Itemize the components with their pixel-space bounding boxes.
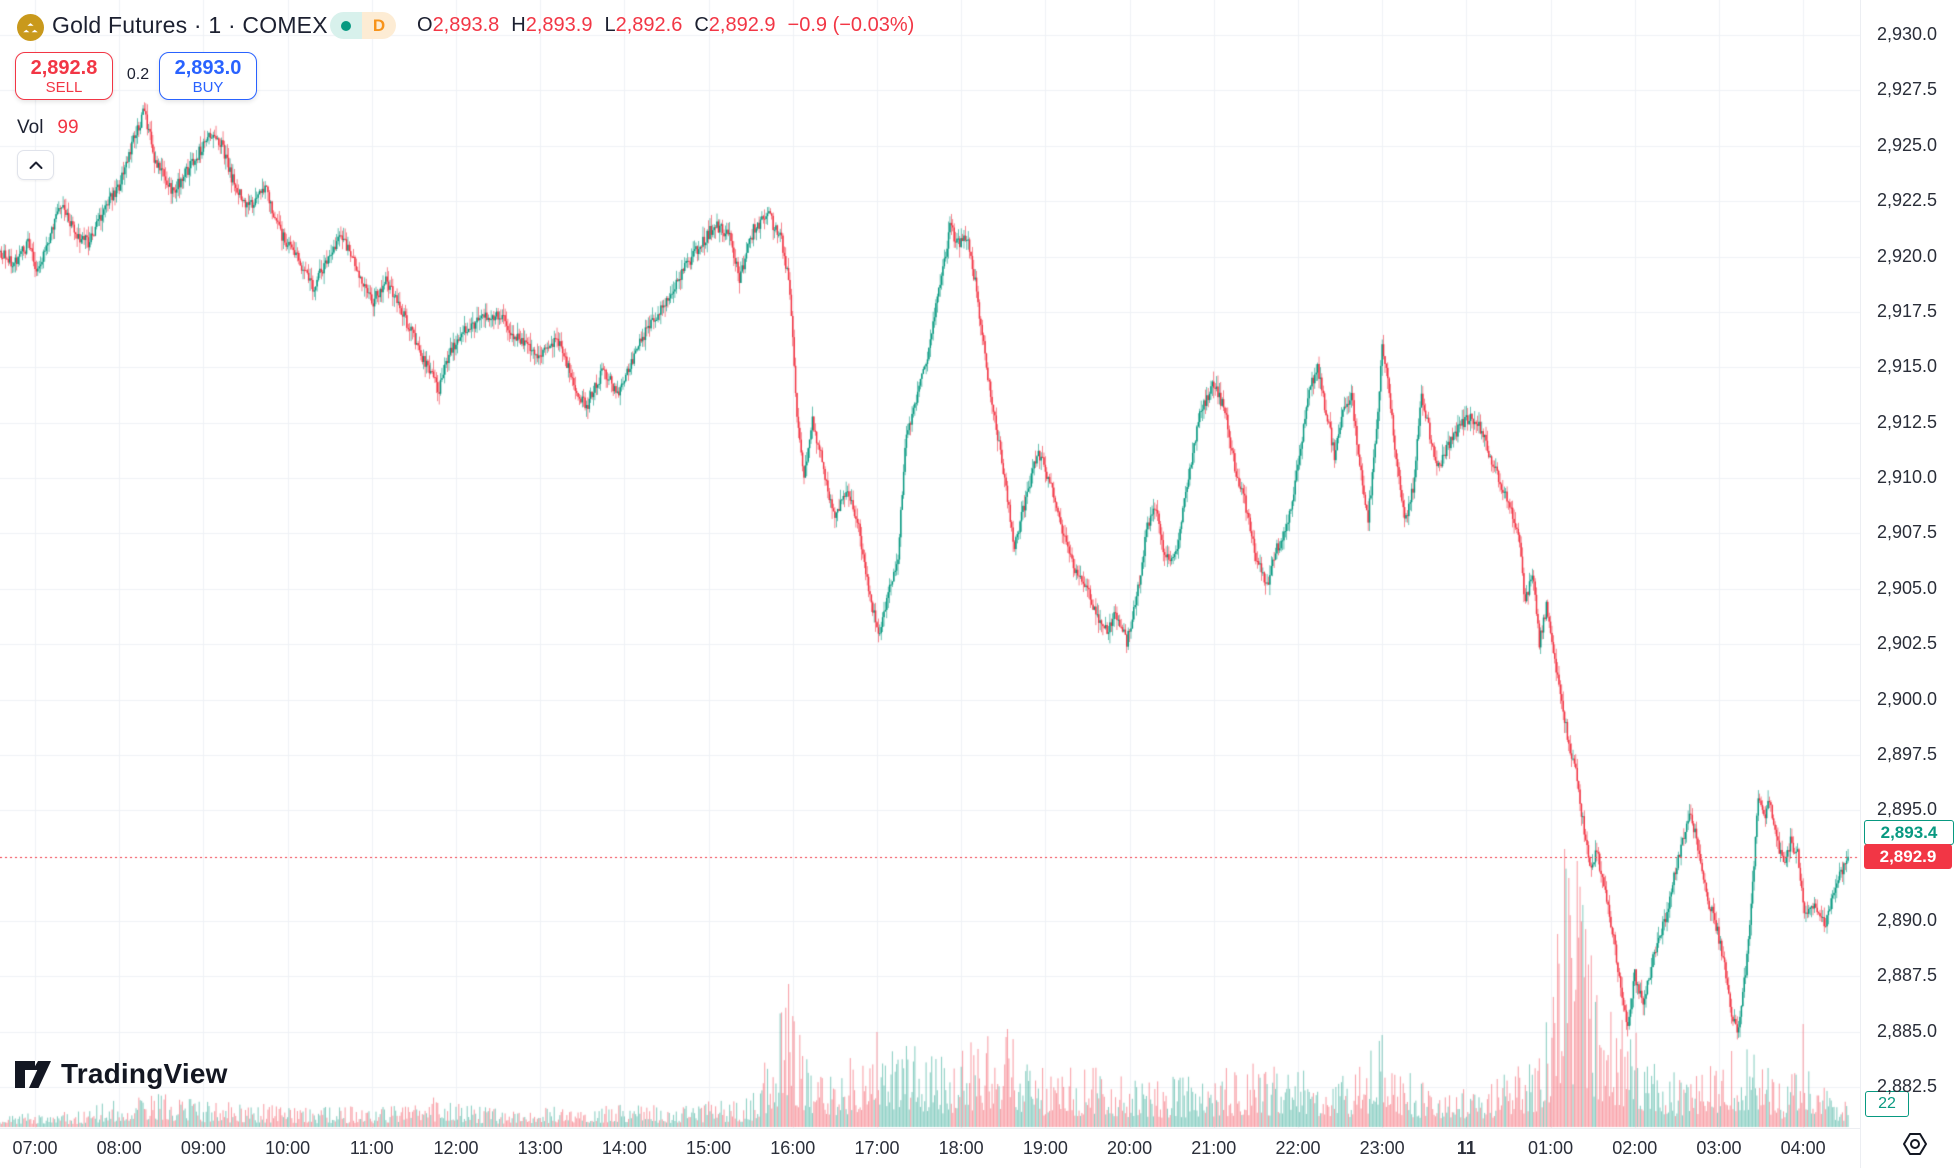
sell-label: SELL [45,78,83,96]
price-tick-label: 2,927.5 [1877,79,1938,100]
change-value: −0.9 (−0.03%) [787,14,915,36]
chevron-up-icon [29,161,42,169]
symbol-header: Gold Futures · 1 · COMEX D O2,893.8 H2,89… [0,0,1100,46]
price-tick-label: 2,890.0 [1877,910,1938,930]
ohlc-values: O2,893.8 H2,893.9 L2,892.6 C2,892.9 −0.9 (−0… [417,14,914,37]
close-label: C [694,14,709,36]
price-tick-label: 2,920.0 [1877,245,1938,266]
time-tick-label: 04:00 [1780,1138,1826,1158]
time-tick-label: 21:00 [1191,1138,1237,1158]
ask-price-label: 2,893.4 [1864,820,1954,845]
low-label: L [604,14,616,36]
time-tick-label: 20:00 [1107,1138,1153,1158]
price-chart-canvas[interactable] [0,0,1860,1128]
time-tick-label: 01:00 [1528,1138,1574,1158]
price-tick-label: 2,910.0 [1877,467,1938,487]
price-axis[interactable]: 2,893.4 2,892.9 22 2,930.0 2,927.5 2,925.0… [1860,0,1959,1168]
time-tick-label: 08:00 [96,1138,142,1158]
price-tick-label: 2,930.0 [1877,24,1938,44]
price-tick-label: 2,900.0 [1877,688,1938,709]
market-status-pill[interactable]: D [330,12,396,39]
price-tick-label: 2,925.0 [1877,134,1938,155]
high-label: H [511,14,526,36]
open-value: 2,893.8 [432,14,500,36]
volume-legend[interactable]: Vol 99 [17,117,79,139]
time-axis[interactable]: 07:00 08:00 09:00 10:00 11:00 12:00 13:00 14:00… [0,1128,1860,1168]
time-tick-label: 11:00 [349,1138,394,1158]
volume-value: 99 [57,117,79,138]
volume-label: Vol [17,117,44,138]
price-tick-label: 2,922.5 [1877,190,1938,211]
price-tick-label: 2,897.5 [1877,743,1938,764]
buy-label: BUY [192,78,224,96]
buy-price: 2,893.0 [174,56,242,79]
high-value: 2,893.9 [525,14,593,36]
time-tick-label: 11 [1456,1138,1476,1158]
price-tick-label: 2,912.5 [1877,411,1938,432]
bar-countdown-label: 22 [1865,1091,1909,1117]
interval-badge: D [362,12,396,39]
time-tick-label: 18:00 [938,1138,984,1158]
price-tick-label: 2,887.5 [1877,965,1938,986]
price-tick-label: 2,882.5 [1877,1076,1938,1097]
spread-value: 0.2 [126,66,150,83]
time-tick-label: 23:00 [1359,1138,1405,1158]
buy-button[interactable]: 2,893.0 BUY [159,52,257,100]
time-tick-label: 09:00 [180,1138,226,1158]
time-tick-label: 12:00 [433,1138,479,1158]
collapse-panel-button[interactable] [17,150,54,180]
price-tick-label: 2,885.0 [1877,1020,1938,1041]
price-tick-label: 2,905.0 [1877,577,1938,598]
price-tick-label: 2,915.0 [1877,356,1938,377]
symbol-title[interactable]: Gold Futures · 1 · COMEX [52,12,328,38]
tradingview-watermark[interactable]: TradingView [14,1058,228,1090]
price-tick-label: 2,902.5 [1877,633,1938,654]
session-status-dot [330,12,362,39]
axis-settings-gear-icon[interactable] [1901,1130,1929,1158]
time-tick-label: 17:00 [854,1138,900,1158]
price-tick-label: 2,907.5 [1877,522,1938,543]
price-tick-label: 2,895.0 [1877,799,1938,820]
close-value: 2,892.9 [708,14,776,36]
time-tick-label: 22:00 [1275,1138,1321,1158]
tradingview-logo-icon [15,1060,51,1088]
open-label: O [417,14,433,36]
price-tick-label: 2,917.5 [1877,300,1938,321]
time-tick-label: 10:00 [265,1138,311,1158]
last-price-label: 2,892.9 [1864,844,1952,869]
time-tick-label: 02:00 [1612,1138,1658,1158]
time-tick-label: 14:00 [601,1138,647,1158]
gold-symbol-icon [17,14,44,41]
sell-price: 2,892.8 [30,56,98,79]
low-value: 2,892.6 [615,14,683,36]
time-tick-label: 07:00 [12,1138,58,1158]
sell-button[interactable]: 2,892.8 SELL [15,52,113,100]
tradingview-logo-text: TradingView [61,1058,228,1089]
time-tick-label: 19:00 [1022,1138,1068,1158]
time-tick-label: 03:00 [1696,1138,1742,1158]
time-tick-label: 15:00 [686,1138,732,1158]
time-tick-label: 13:00 [517,1138,563,1158]
time-tick-label: 16:00 [770,1138,816,1158]
